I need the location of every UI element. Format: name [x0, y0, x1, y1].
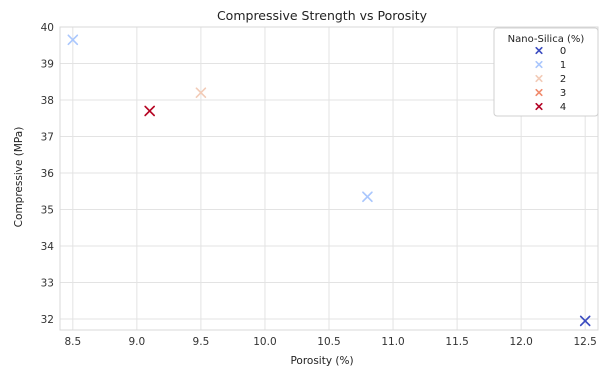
- x-axis-label: Porosity (%): [290, 355, 353, 367]
- legend-label-2: 2: [560, 74, 566, 85]
- y-tick-label: 32: [41, 314, 54, 326]
- y-tick-label: 40: [41, 22, 54, 34]
- legend-label-3: 3: [560, 88, 566, 99]
- legend-label-4: 4: [560, 102, 566, 113]
- x-tick-label: 9.5: [193, 336, 210, 348]
- x-tick-label: 8.5: [64, 336, 81, 348]
- x-tick-label: 11.0: [381, 336, 404, 348]
- x-tick-label: 12.0: [509, 336, 532, 348]
- legend: Nano-Silica (%) 0 1 2 3 4: [494, 28, 598, 116]
- y-tick-label: 37: [41, 132, 54, 144]
- x-tick-labels: 8.5 9.0 9.5 10.0 10.5 11.0 11.5 12.0 12.5: [64, 336, 596, 348]
- y-tick-label: 35: [41, 205, 54, 217]
- x-tick-label: 12.5: [573, 336, 596, 348]
- x-tick-label: 10.0: [253, 336, 276, 348]
- x-tick-label: 10.5: [317, 336, 340, 348]
- x-tick-label: 9.0: [129, 336, 146, 348]
- y-axis-label: Compressive (MPa): [13, 127, 25, 228]
- chart-title: Compressive Strength vs Porosity: [217, 8, 428, 23]
- y-tick-label: 34: [41, 241, 55, 253]
- y-tick-label: 33: [41, 278, 54, 290]
- legend-label-0: 0: [560, 46, 566, 57]
- legend-label-1: 1: [560, 60, 566, 71]
- y-tick-labels: 32 33 34 35 36 37 38 39 40: [41, 22, 55, 326]
- x-tick-label: 11.5: [445, 336, 468, 348]
- legend-title: Nano-Silica (%): [508, 34, 585, 45]
- y-tick-label: 38: [41, 95, 54, 107]
- y-tick-label: 39: [41, 59, 54, 71]
- y-tick-label: 36: [41, 168, 55, 180]
